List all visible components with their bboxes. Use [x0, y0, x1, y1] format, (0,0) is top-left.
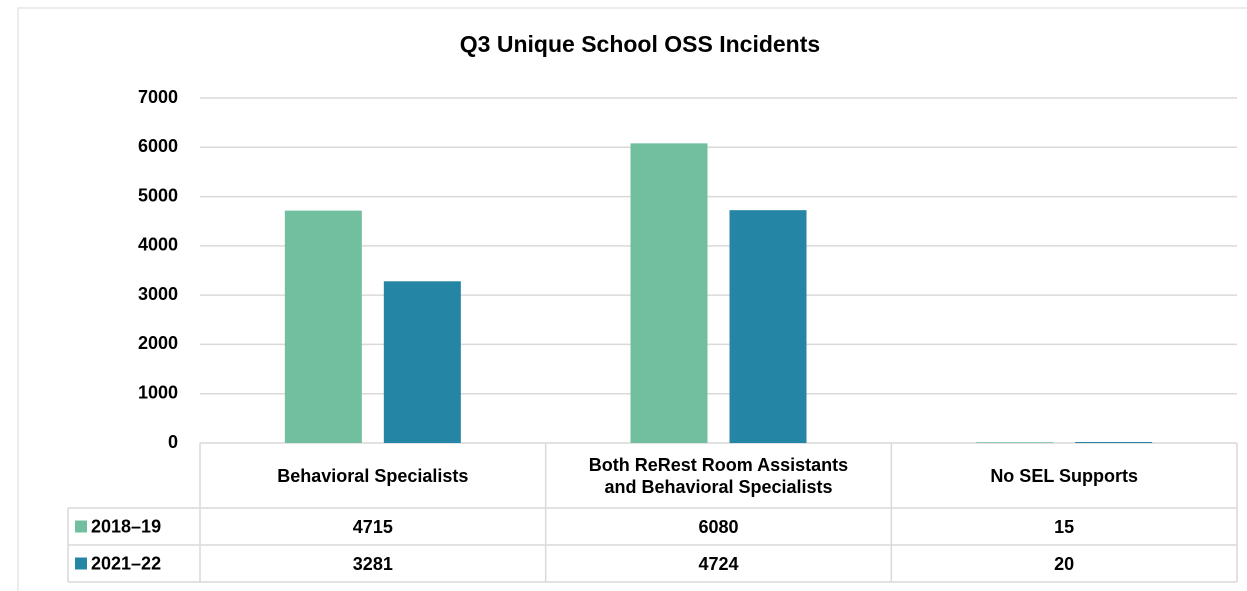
y-tick-label: 3000	[138, 284, 178, 304]
table-value-text: 15	[1054, 516, 1075, 537]
legend-swatch	[75, 520, 87, 533]
chart-title: Q3 Unique School OSS Incidents	[460, 31, 820, 57]
legend-label: 2018–19	[91, 516, 161, 536]
table-value: 15	[891, 508, 1237, 545]
y-tick-label: 6000	[138, 136, 178, 156]
table-value: 4715	[200, 508, 546, 545]
chart-frame	[17, 7, 1247, 591]
category-label: Both ReRest Room Assistants and Behavior…	[546, 443, 892, 508]
table-value-text: 4724	[698, 553, 739, 574]
table-value-text: 20	[1054, 553, 1075, 574]
category-label: No SEL Supports	[891, 443, 1237, 508]
category-label-text: Behavioral Specialists	[277, 465, 469, 486]
bar	[383, 281, 461, 443]
table-value-text: 3281	[352, 553, 393, 574]
y-tick-label: 5000	[138, 185, 178, 205]
table-value: 3281	[200, 545, 546, 582]
table-value: 6080	[546, 508, 892, 545]
legend-swatch	[75, 557, 87, 570]
bar	[729, 210, 807, 443]
bar	[284, 210, 362, 443]
y-tick-label: 2000	[138, 333, 178, 353]
legend-label: 2021–22	[91, 553, 161, 573]
y-tick-label: 7000	[138, 87, 178, 107]
y-tick-label: 4000	[138, 235, 178, 255]
table-value: 4724	[546, 545, 892, 582]
y-tick-label: 0	[168, 432, 178, 452]
category-label-text: Both ReRest Room Assistants and Behavior…	[588, 454, 849, 497]
category-label-text: No SEL Supports	[990, 465, 1138, 486]
category-label: Behavioral Specialists	[200, 443, 546, 508]
y-tick-label: 1000	[138, 382, 178, 402]
bar	[1075, 442, 1153, 443]
bar	[630, 143, 708, 444]
bar	[976, 442, 1054, 443]
table-value: 20	[891, 545, 1237, 582]
table-value-text: 4715	[352, 516, 393, 537]
table-value-text: 6080	[698, 516, 739, 537]
